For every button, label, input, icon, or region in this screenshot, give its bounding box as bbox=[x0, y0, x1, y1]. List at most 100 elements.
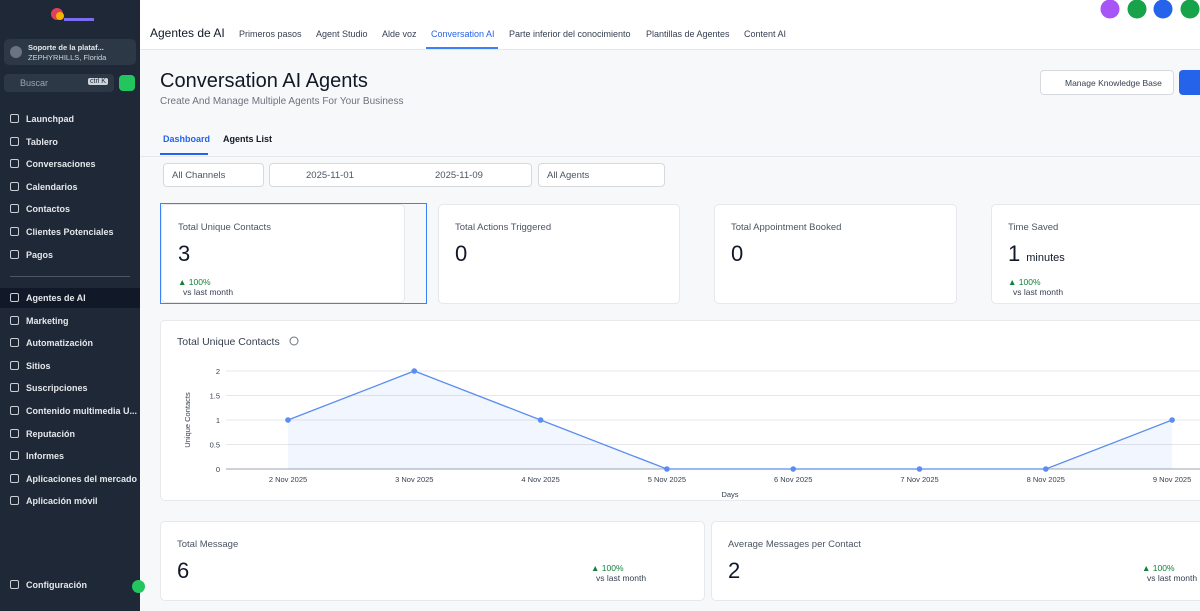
nav-item[interactable]: Sitios bbox=[10, 361, 51, 371]
top-tab[interactable]: Content AI bbox=[744, 29, 786, 39]
x-tick-label: 2 Nov 2025 bbox=[269, 475, 307, 484]
nav-label: Informes bbox=[26, 451, 64, 461]
card-label: Total Message bbox=[177, 539, 238, 550]
value: 3 bbox=[178, 241, 190, 266]
nav-item[interactable]: Suscripciones bbox=[10, 383, 88, 393]
stat-card: Total Unique Contacts 3 ▲ 100%vs last mont… bbox=[161, 204, 405, 303]
top-tab[interactable]: Conversation AI bbox=[431, 29, 495, 39]
chart-title: Total Unique Contacts bbox=[177, 336, 280, 348]
y-tick-label: 0.5 bbox=[210, 441, 220, 450]
search[interactable]: Buscar ctrl K bbox=[4, 74, 114, 92]
nav-item[interactable]: Agentes de AI bbox=[10, 293, 86, 303]
change-value: ▲ 100% bbox=[1008, 277, 1041, 287]
nav-label: Conversaciones bbox=[26, 159, 96, 169]
card-value: 2 bbox=[728, 558, 740, 584]
point bbox=[1169, 417, 1175, 423]
point bbox=[1043, 466, 1049, 472]
top-tab[interactable]: Plantillas de Agentes bbox=[646, 29, 730, 39]
change-note: vs last month bbox=[596, 573, 646, 583]
nav-item[interactable]: Launchpad bbox=[10, 114, 74, 124]
card-value: 0 bbox=[455, 241, 467, 267]
y-tick-label: 0 bbox=[216, 465, 220, 474]
point bbox=[664, 466, 670, 472]
nav-item[interactable]: Marketing bbox=[10, 316, 69, 326]
nav-label: Clientes Potenciales bbox=[26, 227, 114, 237]
card-value: 0 bbox=[731, 241, 743, 267]
nav-item[interactable]: Calendarios bbox=[10, 182, 78, 192]
date-range[interactable]: 2025-11-01 2025-11-09 bbox=[269, 163, 532, 187]
nav-label: Suscripciones bbox=[26, 383, 88, 393]
shortcut: ctrl K bbox=[88, 78, 108, 85]
card-label: Total Unique Contacts bbox=[178, 222, 271, 233]
point bbox=[412, 368, 418, 374]
nav-item[interactable]: Aplicaciones del mercado bbox=[10, 474, 137, 484]
nav-item[interactable]: Aplicación móvil bbox=[10, 496, 98, 506]
subtab-underline bbox=[160, 153, 208, 155]
top-tab[interactable]: Primeros pasos bbox=[239, 29, 302, 39]
nav-label: Contenido multimedia U... bbox=[26, 406, 137, 416]
nav-label: Tablero bbox=[26, 137, 58, 147]
quick-add[interactable] bbox=[119, 75, 135, 91]
nav-label: Pagos bbox=[26, 250, 53, 260]
info-icon bbox=[290, 337, 298, 345]
end-date: 2025-11-09 bbox=[435, 170, 483, 181]
account-name: Soporte de la plataf... bbox=[28, 43, 104, 52]
subtab[interactable]: Dashboard bbox=[163, 134, 210, 144]
stat-card: Average Messages per Contact 2 ▲ 100%vs la… bbox=[711, 521, 1200, 601]
manage-kb-button[interactable]: Manage Knowledge Base bbox=[1040, 70, 1174, 95]
point bbox=[917, 466, 923, 472]
change: ▲ 100%vs last month bbox=[178, 277, 233, 297]
nav-item[interactable]: Contenido multimedia U... bbox=[10, 406, 137, 416]
change-value: ▲ 100% bbox=[591, 563, 624, 573]
nav-label: Automatización bbox=[26, 338, 93, 348]
top-tab[interactable]: Alde voz bbox=[382, 29, 417, 39]
top-icons bbox=[1100, 0, 1200, 20]
x-tick-label: 6 Nov 2025 bbox=[774, 475, 812, 484]
divider bbox=[10, 276, 130, 277]
card-label: Average Messages per Contact bbox=[728, 539, 861, 550]
channel-select[interactable]: All Channels bbox=[163, 163, 264, 187]
nav-item[interactable]: Conversaciones bbox=[10, 159, 96, 169]
nav-label: Launchpad bbox=[26, 114, 74, 124]
change-value: ▲ 100% bbox=[1142, 563, 1175, 573]
sidebar: Soporte de la plataf... ZEPHYRHILLS, Flo… bbox=[0, 0, 140, 611]
topbar: Agentes de AI bbox=[140, 0, 1200, 50]
x-tick-label: 7 Nov 2025 bbox=[900, 475, 938, 484]
logo bbox=[48, 6, 96, 24]
x-tick-label: 9 Nov 2025 bbox=[1153, 475, 1191, 484]
nav-label: Marketing bbox=[26, 316, 69, 326]
change-value: ▲ 100% bbox=[178, 277, 211, 287]
stat-card: Total Message6▲ 100%vs last month bbox=[160, 521, 705, 601]
card-label: Total Appointment Booked bbox=[731, 222, 841, 233]
nav-item[interactable]: Reputación bbox=[10, 429, 75, 439]
search-placeholder: Buscar bbox=[20, 78, 48, 88]
card-value: 3 bbox=[178, 241, 190, 267]
nav-item[interactable]: Informes bbox=[10, 451, 64, 461]
section-title: Agentes de AI bbox=[150, 26, 225, 40]
top-tab[interactable]: Parte inferior del conocimiento bbox=[509, 29, 631, 39]
subtab[interactable]: Agents List bbox=[223, 134, 272, 144]
nav-label: Calendarios bbox=[26, 182, 78, 192]
chart-card: Total Unique ContactsUnique ContactsDays… bbox=[160, 320, 1200, 501]
agent-select[interactable]: All Agents bbox=[538, 163, 665, 187]
account-location: ZEPHYRHILLS, Florida bbox=[28, 53, 106, 62]
account-switcher[interactable]: Soporte de la plataf... ZEPHYRHILLS, Flo… bbox=[4, 39, 136, 65]
change-note: vs last month bbox=[1147, 573, 1197, 583]
nav-item[interactable]: Configuración bbox=[10, 580, 87, 590]
collapse[interactable] bbox=[132, 580, 145, 593]
nav-item[interactable]: Clientes Potenciales bbox=[10, 227, 114, 237]
x-tick-label: 4 Nov 2025 bbox=[521, 475, 559, 484]
nav-label: Aplicación móvil bbox=[26, 496, 98, 506]
nav-item[interactable]: Automatización bbox=[10, 338, 93, 348]
x-axis-title: Days bbox=[721, 490, 738, 499]
page-subtitle: Create And Manage Multiple Agents For Yo… bbox=[160, 96, 403, 107]
nav-item[interactable]: Pagos bbox=[10, 250, 53, 260]
nav-item[interactable]: Contactos bbox=[10, 204, 70, 214]
nav-item[interactable]: Tablero bbox=[10, 137, 58, 147]
y-tick-label: 1.5 bbox=[210, 392, 220, 401]
stat-card: Total Appointment Booked 0 bbox=[714, 204, 957, 304]
top-tab[interactable]: Agent Studio bbox=[316, 29, 368, 39]
add-button[interactable] bbox=[1179, 70, 1200, 95]
x-tick-label: 5 Nov 2025 bbox=[648, 475, 686, 484]
value: 0 bbox=[455, 241, 467, 266]
